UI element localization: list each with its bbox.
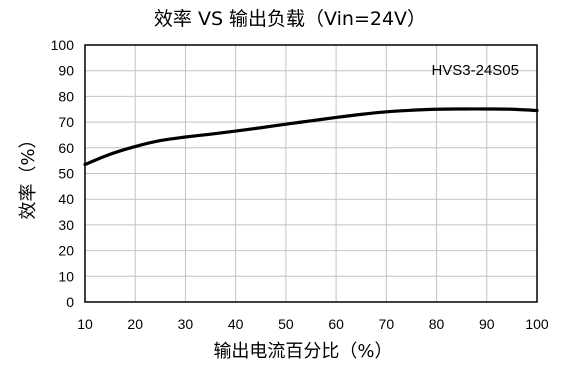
y-tick-label: 90 xyxy=(58,63,74,79)
y-tick-label: 10 xyxy=(58,268,74,284)
x-tick-label: 40 xyxy=(228,316,244,332)
y-axis-label: 效率（%） xyxy=(18,130,39,219)
plot-frame xyxy=(84,44,538,303)
y-tick-label: 60 xyxy=(58,140,74,156)
x-tick-label: 70 xyxy=(379,316,395,332)
grid-lines xyxy=(85,45,537,302)
x-tick-label: 20 xyxy=(127,316,143,332)
x-tick-label: 90 xyxy=(479,316,495,332)
y-tick-label: 80 xyxy=(58,88,74,104)
y-tick-label: 40 xyxy=(58,191,74,207)
y-tick-label: 100 xyxy=(51,37,75,53)
x-tick-label: 30 xyxy=(178,316,194,332)
y-tick-label: 70 xyxy=(58,114,74,130)
chart-title: 效率 VS 输出负载（Vin=24V） xyxy=(154,8,426,30)
tick-labels: 10 20 30 40 50 60 70 80 90 1000102030405060708090… xyxy=(51,37,549,332)
y-tick-label: 20 xyxy=(58,243,74,259)
model-annotation: HVS3-24S05 xyxy=(431,62,519,79)
x-tick-label: 80 xyxy=(429,316,445,332)
x-tick-label: 10 xyxy=(77,316,93,332)
y-tick-label: 50 xyxy=(58,166,74,182)
efficiency-curve xyxy=(83,107,539,167)
x-tick-label: 100 xyxy=(525,316,549,332)
x-tick-label: 50 xyxy=(278,316,294,332)
x-tick-label: 60 xyxy=(328,316,344,332)
y-tick-label: 0 xyxy=(66,294,74,310)
y-tick-label: 30 xyxy=(58,217,74,233)
x-axis-label: 输出电流百分比（%） xyxy=(213,341,392,362)
